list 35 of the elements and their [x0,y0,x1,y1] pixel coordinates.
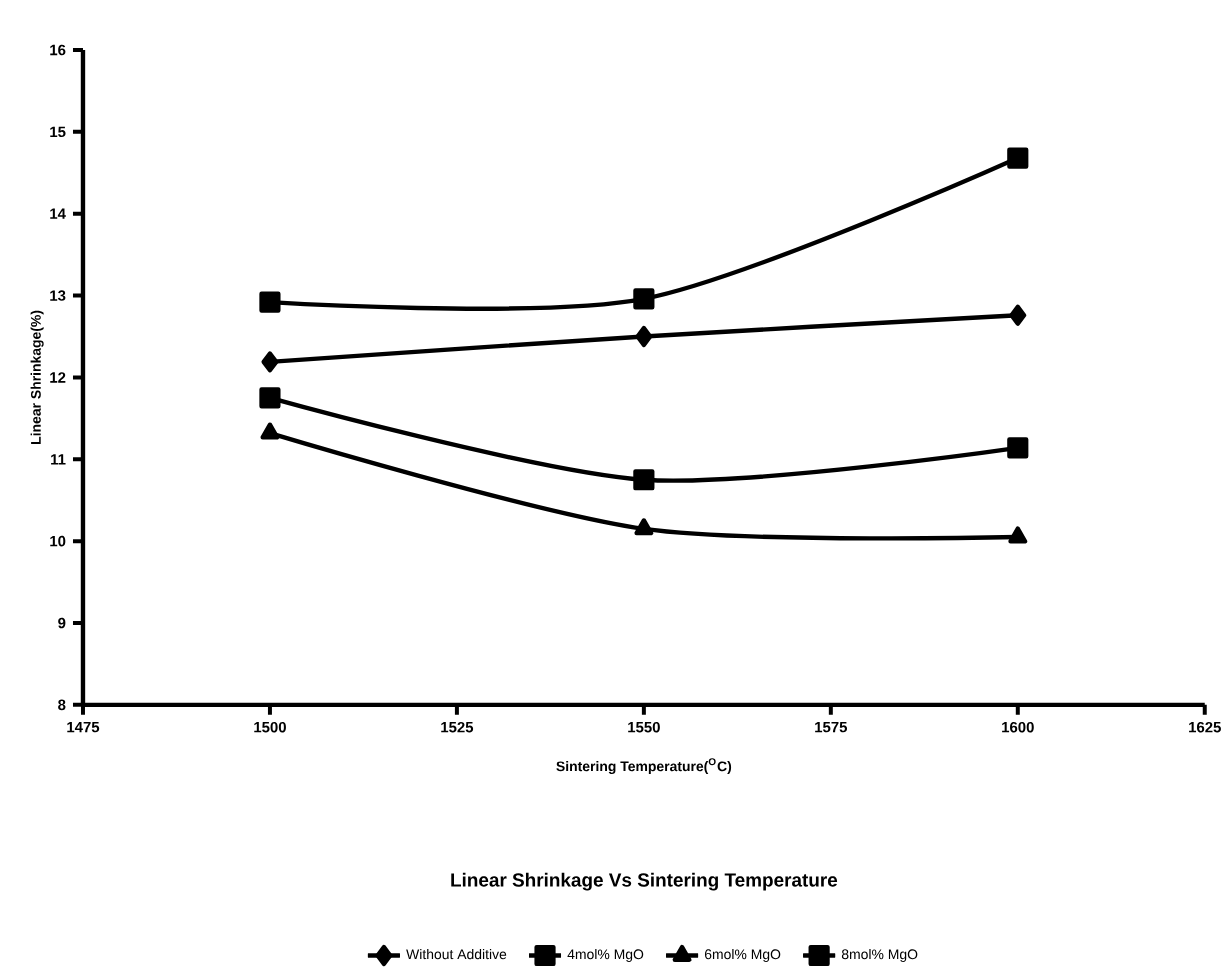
y-tick-label: 8 [58,699,66,711]
y-tick-label: 14 [50,208,66,219]
point [1009,304,1027,326]
y-tick-label: 12 [50,372,66,383]
y-axis-title: Linear Shrinkage(%) [30,310,44,444]
legend-label: 8mol% MgO [841,948,918,962]
point [1008,526,1028,544]
y-tick-label: 10 [50,535,66,547]
y-tick-label: 16 [50,44,66,56]
point [259,387,281,409]
point [633,288,655,310]
x-axis-title: Sintering Temperature($^{O}$C) [556,758,732,775]
legend-label: 4mol% MgO [567,948,644,962]
point [635,325,653,348]
x-tick-label: 1575 [815,721,848,733]
y-tick-label: 13 [50,290,66,301]
point [259,291,281,313]
x-tick-label: 1625 [1189,721,1221,733]
y-tick-label: 9 [58,617,66,629]
point [633,469,655,491]
x-tick-label: 1500 [254,721,286,733]
x-tick-label: 1600 [1002,721,1034,733]
point [634,518,654,536]
point [1007,147,1029,169]
text: Linear Shrinkage Vs Sintering Temperature [451,872,838,891]
point [261,351,279,373]
point [1007,437,1029,459]
x-tick-label: 1475 [67,721,100,733]
x-tick-label: 1550 [628,721,660,733]
point [260,422,280,440]
y-tick-label: 15 [50,126,66,138]
y-tick-label: 11 [51,454,66,465]
legend-label: Without Additive [406,948,507,960]
legend-label: 6mol% MgO [704,948,781,962]
x-tick-label: 1525 [441,721,474,733]
